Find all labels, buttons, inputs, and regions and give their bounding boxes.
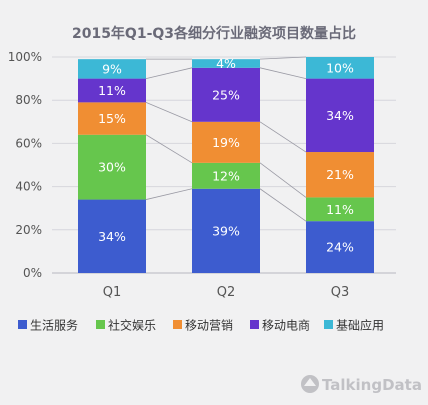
connector-line	[145, 188, 193, 200]
bar-segment	[306, 197, 374, 222]
bar-segment	[78, 134, 146, 200]
bar-segment	[306, 221, 374, 273]
bar-segment	[306, 78, 374, 153]
data-label: 4%	[216, 56, 236, 71]
bar-segment	[192, 67, 260, 122]
connector-lines	[145, 56, 307, 222]
connector-line	[145, 101, 193, 123]
bar-segment	[78, 199, 146, 273]
legend: 生活服务 社交娱乐 移动营销 移动电商 基础应用	[18, 318, 384, 333]
connector-line	[259, 162, 307, 198]
bar-segment	[78, 59, 146, 79]
y-axis: 0% 20% 40% 60% 80% 100%	[8, 50, 42, 280]
data-label: 39%	[212, 223, 240, 238]
data-label: 10%	[326, 60, 354, 75]
connector-line	[259, 188, 307, 222]
watermark: TalkingData	[301, 375, 422, 394]
x-tick-label: Q2	[217, 285, 236, 300]
connector-line	[259, 56, 307, 60]
bar-segment	[192, 121, 260, 163]
y-tick-label: 0%	[23, 266, 42, 280]
legend-label: 社交娱乐	[108, 318, 156, 333]
bar-segment	[306, 152, 374, 198]
legend-swatch	[96, 320, 105, 329]
legend-label: 移动电商	[262, 318, 310, 333]
chart-title: 2015年Q1-Q3各细分行业融资项目数量占比	[72, 25, 356, 42]
data-label: 30%	[98, 160, 126, 175]
x-tick-label: Q3	[331, 285, 350, 300]
y-tick-label: 40%	[15, 180, 42, 194]
connector-line	[145, 134, 193, 164]
legend-swatch	[173, 320, 182, 329]
y-tick-label: 60%	[15, 136, 42, 150]
data-label: 11%	[326, 202, 354, 217]
data-label: 24%	[326, 240, 354, 255]
legend-label: 移动营销	[185, 319, 233, 333]
bar-segment	[192, 162, 260, 189]
legend-swatch	[250, 320, 259, 329]
y-tick-label: 80%	[15, 93, 42, 107]
bar-segment	[78, 102, 146, 135]
legend-label: 基础应用	[336, 318, 384, 333]
connector-line	[259, 67, 307, 79]
data-label: 12%	[212, 168, 240, 183]
data-label: 19%	[212, 135, 240, 150]
data-label: 21%	[326, 167, 354, 182]
data-label: 15%	[98, 111, 126, 126]
talkingdata-logo-icon	[301, 375, 319, 393]
data-label: 11%	[98, 83, 126, 98]
data-label: 34%	[326, 108, 354, 123]
legend-swatch	[324, 320, 333, 329]
segment-labels: 34% 30% 15% 11% 9% 39% 12% 19% 25% 4% 24% 11% 21% 34%…	[98, 56, 354, 255]
watermark-text: TalkingData	[322, 376, 422, 394]
bar-segment	[78, 78, 146, 103]
y-tick-label: 100%	[8, 50, 42, 64]
data-label: 34%	[98, 229, 126, 244]
legend-swatch	[18, 320, 27, 329]
x-axis: Q1 Q2 Q3	[103, 285, 350, 300]
bar-segment	[192, 188, 260, 273]
x-tick-label: Q1	[103, 285, 122, 300]
data-label: 9%	[102, 61, 122, 76]
y-tick-label: 20%	[15, 223, 42, 237]
bars	[78, 57, 374, 273]
data-label: 25%	[212, 87, 240, 102]
connector-line	[259, 121, 307, 153]
bar-segment	[192, 59, 260, 68]
connector-line	[145, 67, 193, 79]
bar-segment	[306, 57, 374, 79]
legend-label: 生活服务	[30, 318, 78, 333]
